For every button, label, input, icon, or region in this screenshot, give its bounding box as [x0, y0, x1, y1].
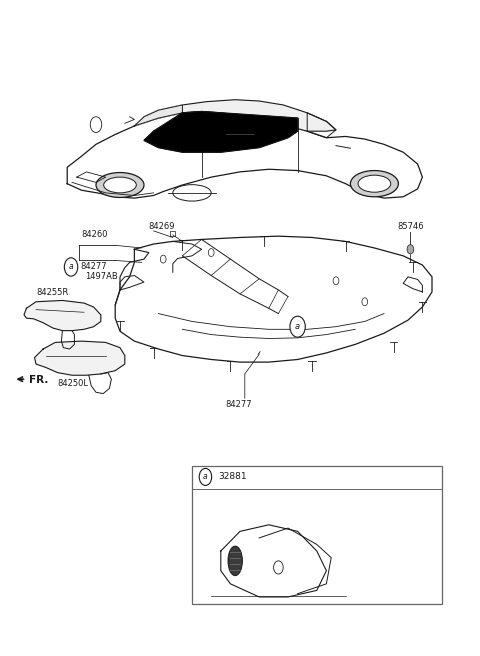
Text: 84277: 84277	[81, 262, 107, 272]
Ellipse shape	[228, 546, 242, 576]
Bar	[192, 466, 442, 604]
Polygon shape	[115, 236, 432, 362]
Circle shape	[407, 245, 414, 254]
Text: 85746: 85746	[397, 222, 424, 231]
Ellipse shape	[104, 177, 136, 193]
Text: a: a	[203, 472, 208, 482]
Polygon shape	[144, 112, 298, 152]
Ellipse shape	[350, 171, 398, 197]
Text: a: a	[295, 322, 300, 331]
Text: a: a	[69, 262, 73, 272]
Text: 84269: 84269	[149, 222, 175, 231]
Ellipse shape	[358, 175, 391, 192]
Text: FR.: FR.	[29, 375, 48, 386]
Polygon shape	[134, 105, 182, 126]
Circle shape	[199, 468, 212, 485]
Text: 32881: 32881	[218, 472, 247, 482]
Circle shape	[64, 258, 78, 276]
Text: 84277: 84277	[226, 400, 252, 409]
Polygon shape	[134, 100, 336, 131]
Polygon shape	[67, 112, 422, 198]
Text: 84250L: 84250L	[58, 379, 88, 388]
Text: 1497AB: 1497AB	[85, 272, 118, 281]
Text: 84255R: 84255R	[36, 287, 68, 297]
Polygon shape	[35, 341, 125, 375]
Polygon shape	[24, 300, 101, 331]
Ellipse shape	[96, 173, 144, 197]
Circle shape	[290, 316, 305, 337]
Text: 84260: 84260	[82, 230, 108, 239]
